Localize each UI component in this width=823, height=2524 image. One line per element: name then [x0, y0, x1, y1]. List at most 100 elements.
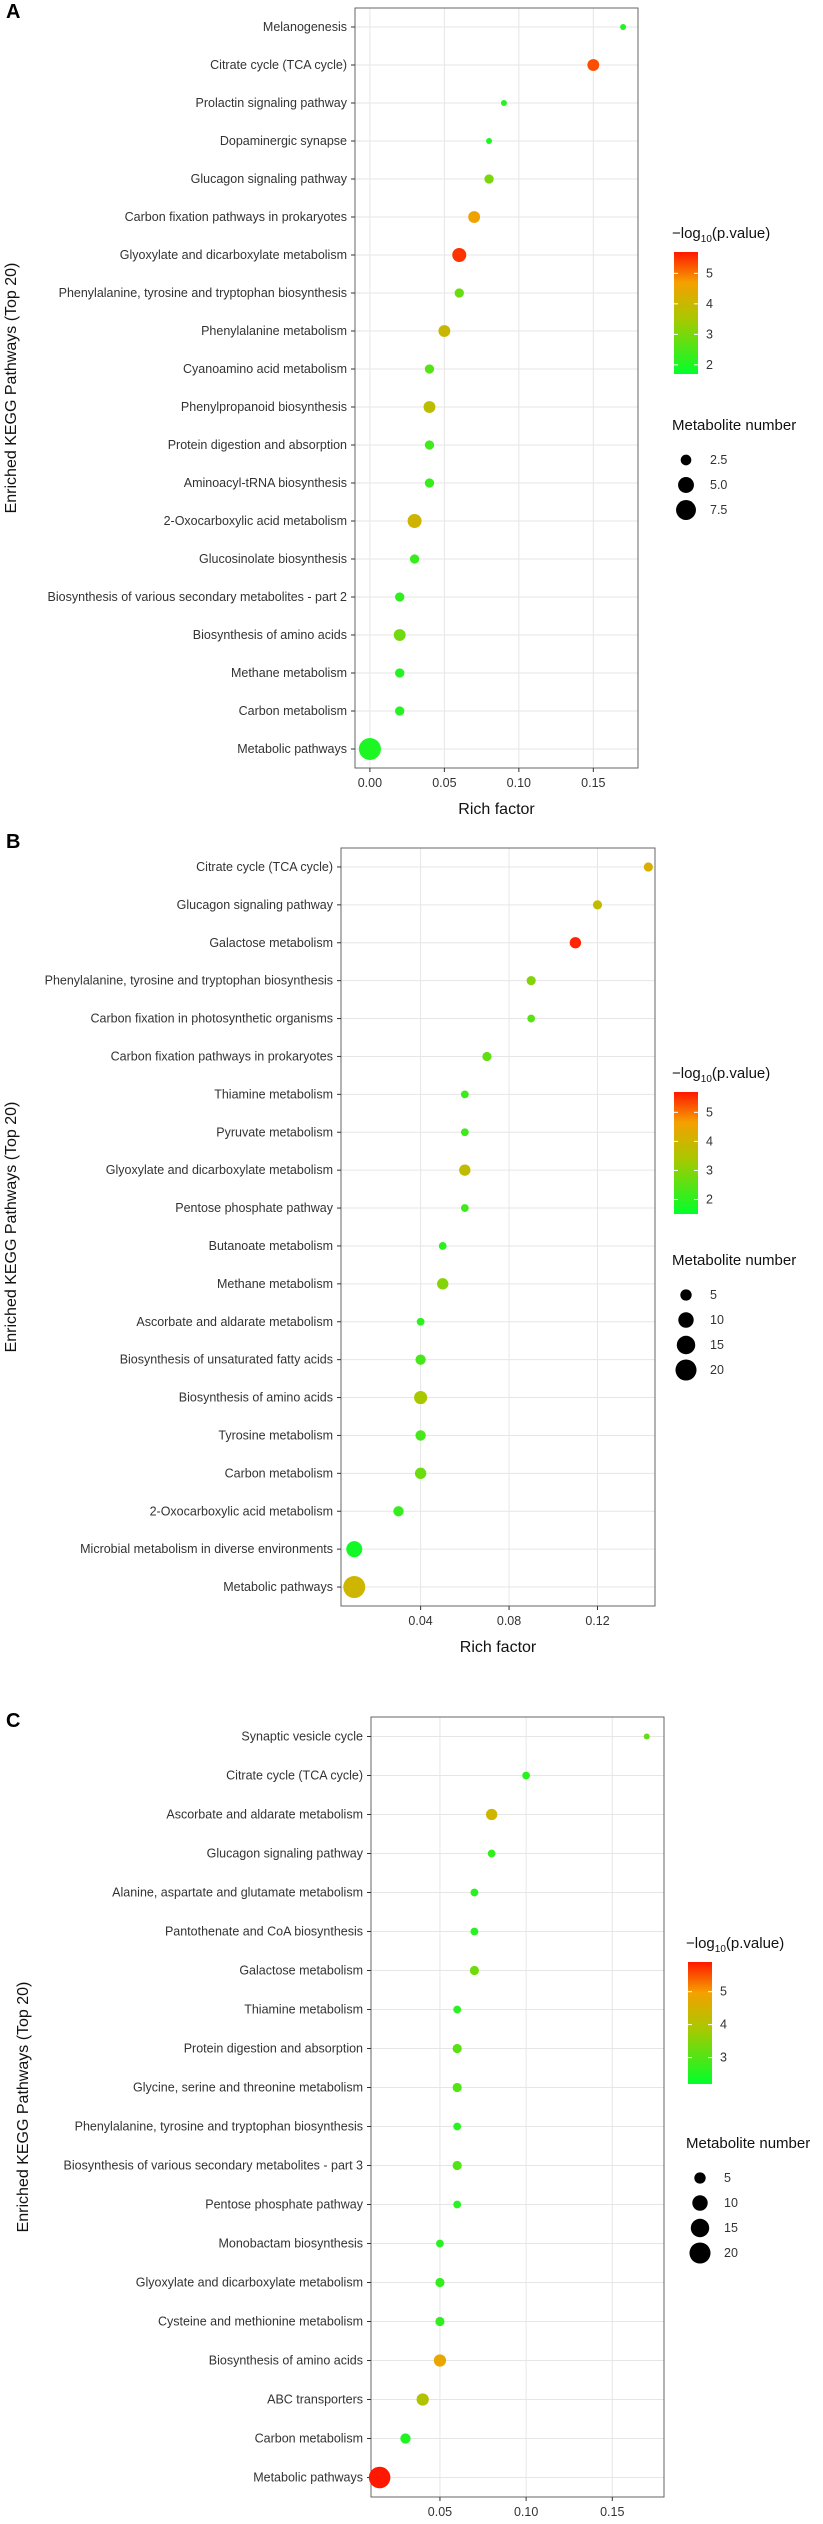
data-point	[393, 629, 406, 641]
data-point	[414, 1390, 428, 1405]
color-scale-bar	[674, 1092, 698, 1214]
data-point	[643, 862, 653, 872]
pathway-label: Galactose metabolism	[239, 1964, 363, 1978]
data-point	[482, 1051, 492, 1062]
data-point	[460, 1128, 469, 1137]
data-point	[409, 554, 420, 564]
color-scale-label: 4	[720, 2018, 727, 2032]
data-point	[460, 1204, 469, 1212]
data-point	[453, 2122, 462, 2131]
size-legend-dot	[680, 1289, 692, 1301]
data-point	[438, 325, 451, 337]
pathway-label: Aminoacyl-tRNA biosynthesis	[184, 476, 347, 490]
pathway-label: 2-Oxocarboxylic acid metabolism	[150, 1504, 333, 1518]
data-point	[470, 1927, 479, 1936]
size-legend-label: 10	[710, 1313, 724, 1327]
panel-a: A Melanogenesis Citrate cycle (TCA cycle) P…	[3, 1, 796, 818]
pathway-label: Biosynthesis of amino acids	[209, 2354, 363, 2368]
data-point	[459, 1164, 471, 1176]
panel-b: B Citrate cycle (TCA cycle) Glucagon signa…	[3, 831, 796, 1656]
pathway-label: Phenylalanine, tyrosine and tryptophan b…	[75, 2120, 363, 2134]
data-point	[468, 211, 481, 223]
x-tick-label: 0.05	[428, 2505, 452, 2519]
x-tick-label: 0.15	[600, 2505, 624, 2519]
pathway-label: Glucagon signaling pathway	[177, 898, 334, 912]
color-scale-bar	[688, 1962, 712, 2084]
pathway-label: Phenylpropanoid biosynthesis	[181, 400, 347, 414]
data-point	[414, 1467, 427, 1480]
data-point	[452, 2082, 462, 2093]
color-scale-label: 5	[706, 266, 713, 280]
data-point	[437, 1278, 449, 1290]
data-point	[452, 2043, 462, 2054]
color-scale-label: 3	[706, 1163, 713, 1177]
size-legend-title: Metabolite number	[672, 417, 796, 434]
data-point	[453, 2005, 462, 2014]
pathway-label: Citrate cycle (TCA cycle)	[226, 1769, 363, 1783]
pathway-label: Ascorbate and aldarate metabolism	[166, 1808, 363, 1822]
pathway-label: Carbon fixation pathways in prokaryotes	[111, 1049, 333, 1063]
data-point	[424, 364, 435, 374]
size-legend-dot	[676, 500, 696, 520]
data-point	[486, 138, 493, 144]
panel-letter: C	[6, 1710, 20, 1732]
pathway-label: Metabolic pathways	[253, 2471, 363, 2485]
panel-c: C Synaptic vesicle cycle Citrate cycle (TC…	[6, 1710, 810, 2519]
size-legend-label: 2.5	[710, 453, 727, 467]
pathway-label: Protein digestion and absorption	[184, 2042, 363, 2056]
size-legend-title: Metabolite number	[686, 2135, 810, 2152]
pathway-label: 2-Oxocarboxylic acid metabolism	[164, 514, 347, 528]
data-point	[416, 2393, 429, 2406]
pathway-label: Melanogenesis	[263, 20, 347, 34]
plot-border	[370, 1716, 665, 2498]
size-legend-dot	[675, 1359, 697, 1381]
pathway-label: Ascorbate and aldarate metabolism	[136, 1315, 333, 1329]
pathway-label: Butanoate metabolism	[209, 1239, 333, 1253]
pathway-label: Cyanoamino acid metabolism	[183, 362, 347, 376]
data-point	[415, 1354, 426, 1365]
x-axis-title: Rich factor	[458, 801, 535, 818]
size-legend-dot	[694, 2172, 706, 2184]
pathway-label: Citrate cycle (TCA cycle)	[196, 860, 333, 874]
color-scale-label: 5	[720, 1985, 727, 1999]
pathway-label: ABC transporters	[267, 2393, 363, 2407]
x-tick-label: 0.15	[581, 776, 605, 790]
y-axis-title: Enriched KEGG Pathways (Top 20)	[15, 1982, 32, 2233]
size-legend-dot	[676, 1335, 696, 1355]
pathway-label: Glucagon signaling pathway	[191, 172, 348, 186]
data-point	[433, 2354, 447, 2367]
pathway-label: Monobactam biosynthesis	[218, 2237, 363, 2251]
data-point	[454, 288, 464, 298]
data-point	[620, 24, 627, 30]
size-legend-title: Metabolite number	[672, 1252, 796, 1269]
pathway-label: Phenylalanine metabolism	[201, 324, 347, 338]
data-point	[435, 2277, 445, 2288]
pathway-label: Carbon fixation in photosynthetic organi…	[91, 1012, 334, 1026]
size-legend-dot	[692, 2195, 708, 2211]
data-point	[453, 2200, 462, 2209]
size-legend-dot	[689, 2242, 711, 2264]
pathway-label: Biosynthesis of amino acids	[179, 1391, 333, 1405]
x-tick-label: 0.10	[514, 2505, 538, 2519]
panel-letter: A	[6, 1, 20, 23]
color-scale-label: 4	[706, 1134, 713, 1148]
pathway-label: Glyoxylate and dicarboxylate metabolism	[136, 2276, 363, 2290]
pathway-label: Pentose phosphate pathway	[205, 2198, 364, 2212]
x-axis-title: Rich factor	[460, 1639, 537, 1656]
data-point	[487, 1849, 496, 1858]
pathway-label: Protein digestion and absorption	[168, 438, 347, 452]
size-legend-dot	[680, 454, 692, 466]
color-legend-title: −log10(p.value)	[686, 1935, 784, 1955]
color-scale-label: 5	[706, 1105, 713, 1119]
pathway-label: Methane metabolism	[217, 1277, 333, 1291]
size-legend-dot	[678, 1312, 694, 1328]
size-legend-dot	[678, 477, 694, 493]
data-point	[423, 401, 436, 413]
data-point	[368, 2466, 391, 2489]
data-point	[460, 1090, 469, 1099]
pathway-label: Pantothenate and CoA biosynthesis	[165, 1925, 363, 1939]
size-legend-label: 5	[724, 2171, 731, 2185]
pathway-label: Carbon metabolism	[255, 2432, 363, 2446]
data-point	[436, 2239, 444, 2248]
plot-area	[355, 8, 638, 768]
